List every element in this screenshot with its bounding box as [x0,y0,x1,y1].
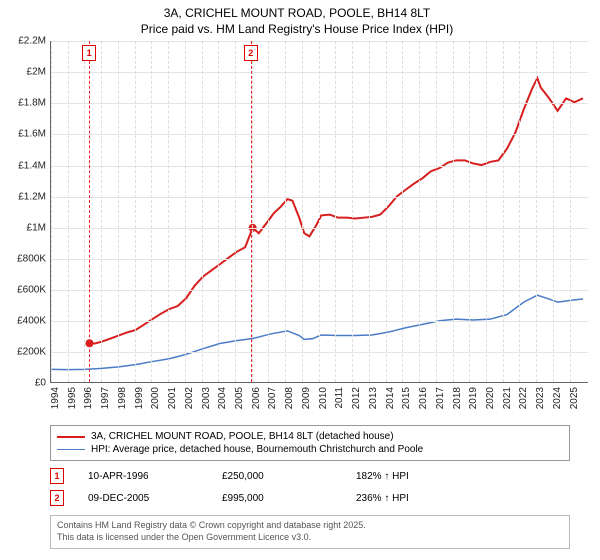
chart-area: £0 £200K £400K £600K £800K £1M £1.2M £1.4M £1.6M… [6,41,588,419]
x-tick-label: 2023 [535,387,546,409]
x-tick-label: 2018 [452,387,463,409]
x-tick-label: 2003 [201,387,212,409]
legend-label: 3A, CRICHEL MOUNT ROAD, POOLE, BH14 8LT … [91,431,394,442]
event-price: £995,000 [222,493,332,504]
y-tick-label: £2M [27,67,46,78]
event-row: 2 09-DEC-2005 £995,000 236% ↑ HPI [50,487,570,509]
x-tick-label: 2005 [234,387,245,409]
legend-label: HPI: Average price, detached house, Bour… [91,444,423,455]
x-tick-label: 2021 [502,387,513,409]
event-marker-box: 1 [82,45,96,61]
legend: 3A, CRICHEL MOUNT ROAD, POOLE, BH14 8LT … [50,425,570,461]
chart-title: 3A, CRICHEL MOUNT ROAD, POOLE, BH14 8LT … [6,6,588,37]
y-tick-label: £1.4M [18,160,46,171]
footer-attribution: Contains HM Land Registry data © Crown c… [50,515,570,548]
footer-line1: Contains HM Land Registry data © Crown c… [57,520,563,532]
x-tick-label: 1999 [134,387,145,409]
y-tick-label: £1.2M [18,191,46,202]
x-tick-label: 2024 [552,387,563,409]
y-tick-label: £1M [27,222,46,233]
y-tick-label: £2.2M [18,36,46,47]
event-num-box: 1 [50,468,64,484]
x-tick-label: 2014 [385,387,396,409]
y-tick-label: £0 [35,378,46,389]
x-axis: 1994 1995 1996 1997 1998 1999 2000 2001 2002 2003… [50,383,588,419]
x-tick-label: 2009 [301,387,312,409]
x-tick-label: 2013 [368,387,379,409]
x-tick-label: 2011 [334,387,345,409]
x-tick-label: 1994 [50,387,61,409]
plot-area: 12 [50,41,588,383]
x-tick-label: 2004 [217,387,228,409]
x-tick-label: 2022 [518,387,529,409]
x-tick-label: 1997 [100,387,111,409]
legend-item: 3A, CRICHEL MOUNT ROAD, POOLE, BH14 8LT … [57,430,563,443]
x-tick-label: 2010 [318,387,329,409]
x-tick-label: 2002 [184,387,195,409]
title-line1: 3A, CRICHEL MOUNT ROAD, POOLE, BH14 8LT [6,6,588,22]
legend-swatch [57,436,85,438]
y-tick-label: £800K [17,253,46,264]
event-price: £250,000 [222,471,332,482]
title-line2: Price paid vs. HM Land Registry's House … [6,22,588,38]
y-tick-label: £1.6M [18,129,46,140]
events-block: 1 10-APR-1996 £250,000 182% ↑ HPI 2 09-DEC-20… [50,465,570,509]
x-tick-label: 2006 [251,387,262,409]
event-hpi: 236% ↑ HPI [356,493,409,504]
x-tick-label: 2001 [167,387,178,409]
x-tick-label: 2019 [468,387,479,409]
x-tick-label: 2025 [569,387,580,409]
x-tick-label: 1998 [117,387,128,409]
x-tick-label: 2015 [401,387,412,409]
y-tick-label: £400K [17,316,46,327]
y-axis: £0£200K£400K£600K£800K£1M£1.2M£1.4M£1.6M… [6,41,50,383]
y-tick-label: £1.8M [18,98,46,109]
x-tick-label: 2020 [485,387,496,409]
x-tick-label: 2012 [351,387,362,409]
legend-swatch [57,449,85,451]
x-tick-label: 2008 [284,387,295,409]
x-tick-label: 1995 [67,387,78,409]
event-num-box: 2 [50,490,64,506]
footer-line2: This data is licensed under the Open Gov… [57,532,563,544]
x-tick-label: 2000 [150,387,161,409]
legend-item: HPI: Average price, detached house, Bour… [57,443,563,456]
y-tick-label: £600K [17,284,46,295]
event-row: 1 10-APR-1996 £250,000 182% ↑ HPI [50,465,570,487]
x-tick-label: 2007 [267,387,278,409]
event-hpi: 182% ↑ HPI [356,471,409,482]
event-date: 09-DEC-2005 [88,493,198,504]
event-marker-box: 2 [244,45,258,61]
x-tick-label: 1996 [83,387,94,409]
event-date: 10-APR-1996 [88,471,198,482]
x-tick-label: 2016 [418,387,429,409]
x-tick-label: 2017 [435,387,446,409]
y-tick-label: £200K [17,347,46,358]
